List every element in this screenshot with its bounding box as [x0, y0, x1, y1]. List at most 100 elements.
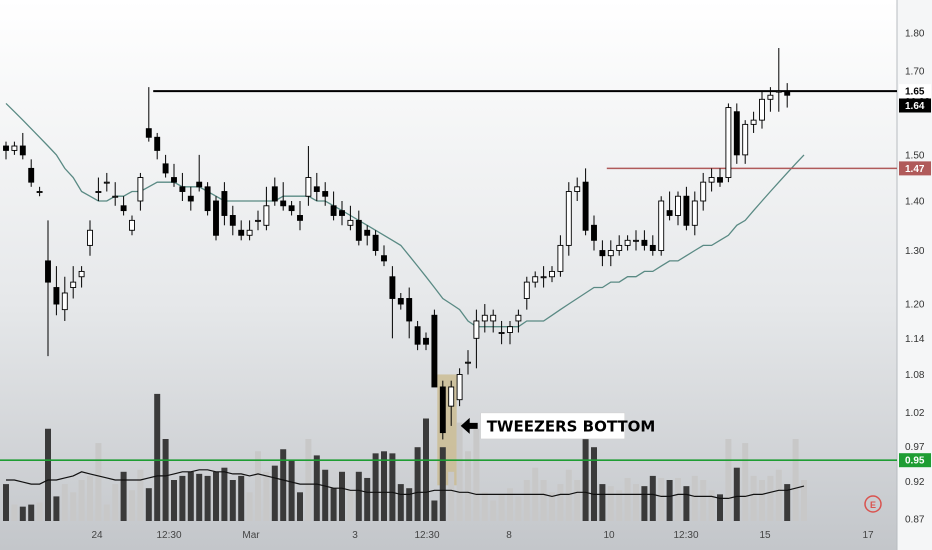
candle — [288, 200, 295, 216]
candle — [658, 196, 665, 256]
candle — [70, 266, 77, 299]
arrow-left-icon — [460, 417, 478, 434]
y-tick-label: 1.80 — [905, 29, 925, 40]
volume-bar — [599, 484, 606, 521]
volume-bar — [717, 494, 723, 521]
candle — [423, 332, 429, 351]
volume-bar — [801, 480, 807, 521]
candle — [591, 215, 597, 251]
candle — [784, 83, 791, 108]
volume-bar — [708, 490, 715, 521]
volume-bar — [691, 475, 698, 521]
candle — [61, 276, 68, 321]
volume-bar — [112, 484, 119, 521]
candle — [775, 48, 782, 112]
level-badge-0-95: 0.95 — [899, 453, 931, 468]
candle — [112, 182, 119, 206]
candle — [145, 87, 152, 142]
candle — [431, 309, 438, 388]
candle — [683, 186, 690, 231]
timezone-icon[interactable]: E — [864, 495, 882, 513]
candle — [666, 191, 673, 221]
candle — [708, 168, 715, 192]
candle — [313, 172, 320, 201]
volume-bar — [280, 449, 287, 521]
candle — [204, 182, 211, 216]
candle — [725, 103, 732, 183]
volume-bar — [339, 471, 345, 521]
volume-bar — [683, 486, 690, 521]
volume-bar — [162, 439, 169, 521]
volume-bar — [414, 447, 421, 521]
volume-bar — [204, 475, 211, 521]
y-tick-label: 1.30 — [905, 246, 925, 257]
volume-bar — [792, 439, 799, 521]
volume-bar — [313, 455, 320, 521]
y-tick-label: 1.20 — [905, 300, 925, 311]
candle — [616, 235, 623, 256]
volume-bar — [271, 465, 278, 521]
x-tick-label: 12:30 — [673, 530, 698, 541]
svg-text:1.64: 1.64 — [905, 101, 925, 112]
volume-bar — [540, 480, 547, 521]
candle — [448, 380, 455, 426]
volume-bar — [725, 439, 732, 521]
candle — [3, 141, 9, 160]
volume-ma-line — [6, 469, 805, 499]
candle — [179, 172, 186, 201]
volume-bar — [196, 473, 203, 521]
volume-bar — [103, 504, 110, 521]
y-tick-label: 1.14 — [905, 334, 925, 345]
x-tick-label: 15 — [759, 530, 771, 541]
volume-bar — [36, 502, 43, 521]
candle — [213, 196, 219, 241]
candle — [624, 235, 631, 251]
volume-bar — [95, 443, 102, 521]
svg-text:E: E — [870, 500, 876, 510]
candle — [36, 186, 43, 197]
volume-bar — [19, 506, 26, 521]
volume-bar — [187, 471, 194, 521]
candle — [675, 191, 681, 226]
y-tick-label: 1.70 — [905, 67, 925, 78]
candle — [103, 172, 110, 192]
candle — [28, 159, 35, 187]
volume-bar — [179, 475, 186, 521]
candle — [397, 292, 404, 310]
volume-bar — [297, 492, 303, 521]
candle — [490, 309, 497, 333]
volume-bar — [565, 469, 572, 521]
volume-bar — [129, 490, 135, 521]
candle — [263, 186, 270, 231]
x-tick-label: 12:30 — [414, 530, 439, 541]
volume-bar — [557, 484, 564, 521]
volume-bar — [372, 453, 379, 521]
candle — [78, 266, 85, 288]
volume-bar — [641, 486, 648, 521]
y-tick-label: 0.97 — [905, 442, 925, 453]
volume-bar — [666, 480, 673, 521]
volume-bar — [700, 480, 707, 521]
volume-bar — [465, 451, 471, 521]
volume-bar — [523, 480, 530, 521]
price-axis-background — [897, 0, 932, 550]
candle — [456, 368, 463, 407]
svg-text:1.65: 1.65 — [905, 87, 925, 98]
candle — [255, 210, 261, 231]
volume-bar — [775, 469, 782, 521]
current-price-badge: 1.64 — [899, 98, 931, 113]
x-tick-label: 17 — [862, 530, 874, 541]
candle — [599, 240, 606, 267]
candle — [406, 287, 413, 339]
candle — [742, 120, 749, 164]
volume-bar — [305, 439, 312, 521]
volume-bar — [574, 480, 581, 521]
volume-bar — [448, 471, 455, 521]
volume-bar — [3, 484, 9, 521]
candle — [750, 111, 757, 133]
candle — [297, 200, 303, 231]
volume-bar — [473, 428, 480, 521]
volume-bar — [45, 428, 51, 521]
volume-bar — [406, 488, 413, 521]
candle — [389, 266, 396, 339]
